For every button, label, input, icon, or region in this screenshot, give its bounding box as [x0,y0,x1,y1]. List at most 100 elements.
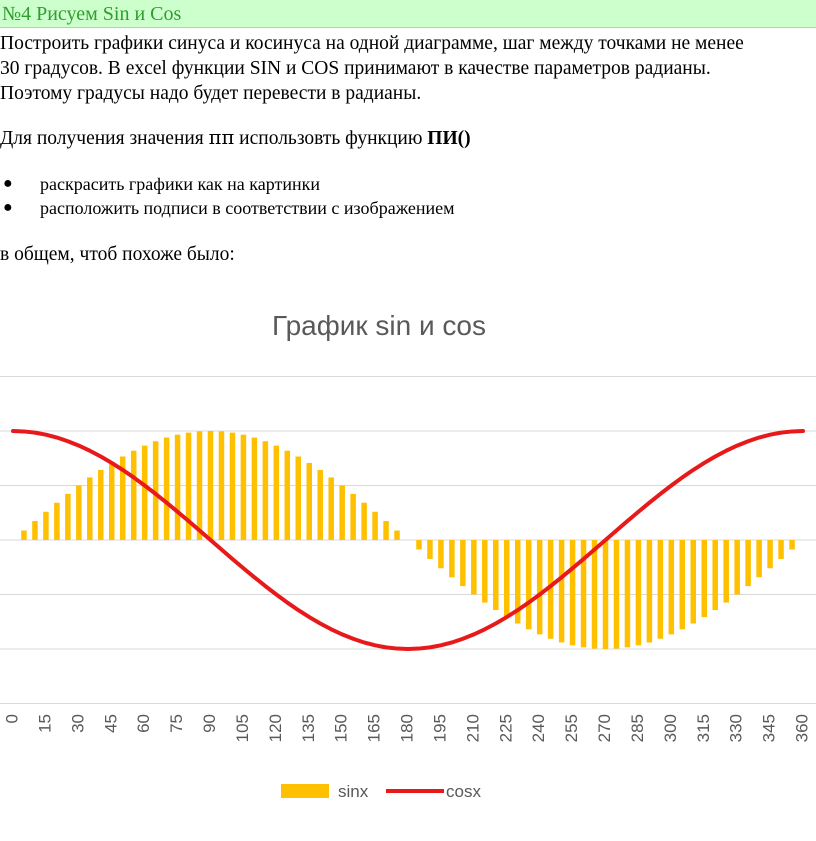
paragraph-line-3: Поэтому градусы надо будет перевести в р… [0,83,422,104]
x-tick-label: 135 [299,714,318,742]
pi-instruction-mid: использовть функцию [234,128,428,149]
chart-title: График sin и cos [272,310,486,341]
sinx-bar [273,445,280,540]
legend-sinx-label: sinx [338,782,369,801]
sinx-bar [668,540,675,635]
x-tick-label: 180 [397,714,416,742]
x-tick-label: 300 [661,714,680,742]
sinx-bar [229,432,236,540]
sinx-bar [602,540,609,649]
pi-instruction-prefix: Для получения значения [0,128,209,149]
sinx-bar [141,445,148,540]
sinx-bar [251,437,258,540]
sinx-bar [745,540,751,587]
sinx-bar [394,530,400,540]
cosx-line [11,429,805,651]
paragraph-line-2: 30 градусов. В excel функции SIN и COS п… [0,58,711,79]
bullet-item: ● расположить подписи в соответствии с и… [0,196,816,220]
sinx-bar [635,540,642,646]
sinx-bar [767,540,773,569]
sinx-bar [240,434,247,540]
x-tick-label: 165 [365,714,384,742]
sinx-bar [76,485,82,540]
x-tick-label: 345 [760,714,779,742]
sinx-bar [284,450,291,540]
sin-cos-chart: График sin и cos 0 15 30 45 60 75 90 105 120 135 1… [0,310,816,801]
x-tick-label: 330 [727,714,746,742]
sinx-bar [339,485,345,540]
task-heading: №4 Рисуем Sin и Cos [0,0,816,28]
x-tick-label: 255 [562,714,581,742]
sinx-bar [712,540,718,611]
legend-sinx-swatch [281,784,329,798]
sinx-bar [54,502,60,540]
bullet-dot-icon: ● [3,199,13,216]
sinx-bar [536,540,543,635]
sinx-bar [547,540,554,639]
sinx-bar [493,540,499,611]
sinx-bar [646,540,653,643]
sinx-bar [43,511,49,540]
sinx-bar [789,540,795,550]
x-tick-label: 60 [134,714,153,733]
x-tick-label: 210 [463,714,482,742]
sinx-bar [21,530,27,540]
sinx-bar [207,431,214,540]
legend: sinx cosx [281,782,481,801]
sinx-bar [361,502,367,540]
x-tick-label: 45 [101,714,120,733]
sinx-bar [196,431,203,540]
cos-line-group [11,429,805,651]
bullet-dot-icon: ● [3,175,13,192]
sinx-bar [624,540,631,648]
bullet-text: расположить подписи в соответствии с изо… [40,198,455,218]
sinx-bar [416,540,422,550]
sinx-bar [734,540,740,595]
sinx-bar [778,540,784,559]
pi-instruction: Для получения значения ππ использовть фу… [0,125,816,151]
x-tick-label: 225 [496,714,515,742]
sinx-bar [723,540,729,603]
pi-symbol: ππ [208,126,235,149]
sinx-bar [87,477,93,540]
x-tick-label: 105 [233,714,252,742]
sinx-bar [569,540,576,646]
sinx-bar [756,540,762,578]
closing-line: в общем, чтоб похоже было: [0,244,235,265]
sinx-bar [701,540,707,618]
sinx-bar [427,540,433,559]
paragraph-line-1: Построить графики синуса и косинуса на о… [0,33,744,54]
sinx-bar [558,540,565,643]
sinx-bar [109,462,115,540]
x-tick-label: 120 [266,714,285,742]
sinx-bar [32,521,38,540]
sinx-bar [317,469,323,540]
x-tick-label: 195 [430,714,449,742]
sinx-bar [306,462,312,540]
sinx-bar [350,493,356,540]
x-axis-ticks: 0 15 30 45 60 75 90 105 120 135 150 165 180 195 210 225… [2,714,811,742]
sinx-bar [130,450,137,540]
sinx-bar [185,432,192,540]
sinx-bar [514,540,521,624]
sinx-bar [438,540,444,569]
x-tick-label: 90 [200,714,219,733]
x-tick-label: 0 [2,714,21,723]
sinx-bar [65,493,71,540]
sinx-bar [525,540,532,630]
sinx-bar [119,456,126,540]
sinx-bar [98,469,104,540]
sinx-bar [482,540,488,603]
sinx-bar [504,540,510,618]
bullet-item: ● раскрасить графики как на картинки [0,172,816,196]
legend-cosx-label: cosx [446,782,481,801]
x-tick-label: 270 [595,714,614,742]
sinx-bar [690,540,697,624]
bullet-list: ● раскрасить графики как на картинки ● р… [0,172,816,220]
x-tick-label: 360 [792,714,811,742]
sinx-bar [262,441,269,540]
pi-function-name: ПИ() [427,128,471,149]
sinx-bar [152,441,159,540]
sinx-bar [174,434,181,540]
x-tick-label: 75 [167,714,186,733]
